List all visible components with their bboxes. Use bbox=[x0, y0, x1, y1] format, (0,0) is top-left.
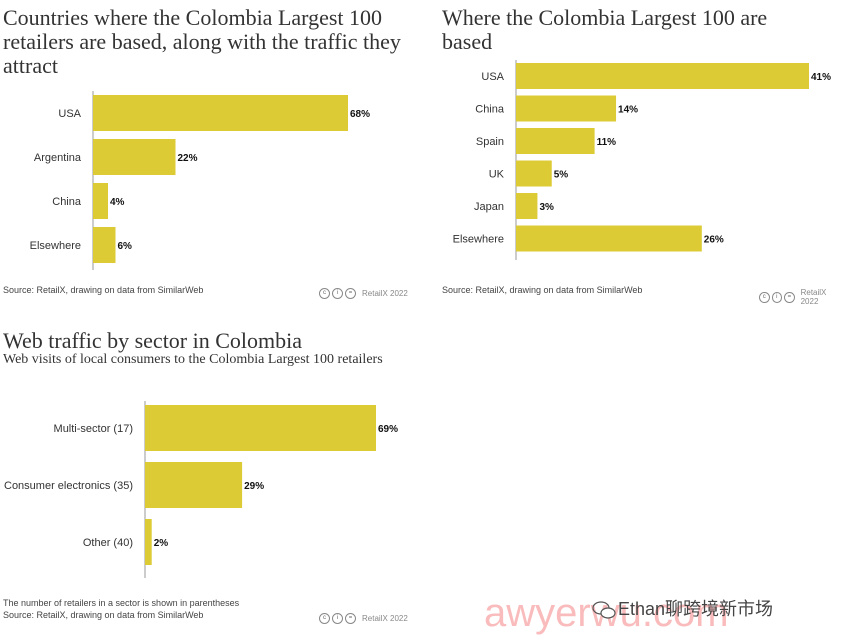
brand-label: RetailX 2022 bbox=[800, 288, 827, 306]
category-label: UK bbox=[489, 169, 505, 181]
bar-china bbox=[516, 95, 617, 122]
source-note: Source: RetailX, drawing on data from Si… bbox=[3, 285, 204, 295]
source-note: Source: RetailX, drawing on data from Si… bbox=[3, 610, 204, 620]
bar-usa bbox=[93, 95, 348, 131]
data-label: 6% bbox=[118, 241, 133, 252]
category-label: Japan bbox=[474, 201, 504, 213]
chart-title: Countries where the Colombia Largest 100… bbox=[3, 5, 401, 78]
source-note: Source: RetailX, drawing on data from Si… bbox=[442, 285, 643, 295]
brand-label: RetailX 2022 bbox=[362, 614, 408, 623]
data-label: 5% bbox=[554, 170, 569, 181]
bar-spain bbox=[516, 128, 595, 154]
license-badge: c i = RetailX 2022 bbox=[759, 288, 844, 306]
bar-chart-countries-traffic: USA 68% Argentina 22% China 4% Elsewhere 6% bbox=[30, 91, 370, 270]
chart-title: Where the Colombia Largest 100 are based bbox=[442, 5, 768, 54]
chart-title: Web traffic by sector in Colombia bbox=[3, 328, 303, 353]
category-label: USA bbox=[481, 71, 504, 83]
data-label: 41% bbox=[811, 72, 831, 83]
bar-chart-sector: Multi-sector (17) 69% Consumer electronics… bbox=[4, 401, 398, 578]
category-label: China bbox=[475, 104, 505, 116]
category-label: Argentina bbox=[34, 152, 82, 164]
data-label: 68% bbox=[350, 109, 370, 120]
data-label: 22% bbox=[178, 153, 198, 164]
category-label: Multi-sector (17) bbox=[54, 423, 133, 435]
data-label: 14% bbox=[618, 105, 638, 116]
category-label: Elsewhere bbox=[30, 240, 81, 252]
data-label: 69% bbox=[378, 424, 398, 435]
cc-icon: c bbox=[759, 291, 770, 303]
bar-usa bbox=[516, 63, 809, 89]
license-badge: c i = RetailX 2022 bbox=[319, 613, 408, 624]
category-label: Elsewhere bbox=[453, 234, 504, 246]
category-label: Other (40) bbox=[83, 537, 133, 549]
license-badge: c i = RetailX 2022 bbox=[319, 288, 408, 299]
by-icon: i bbox=[332, 613, 343, 624]
by-icon: i bbox=[332, 288, 343, 299]
cc-icon: c bbox=[319, 288, 330, 299]
watermark: awyerwu.com Ethan聊跨境新市场 bbox=[484, 591, 773, 635]
nd-icon: = bbox=[345, 288, 356, 299]
bar-consumer-electronics-35 bbox=[145, 462, 243, 508]
category-label: Consumer electronics (35) bbox=[4, 480, 133, 492]
bar-multi-sector-17 bbox=[145, 405, 376, 451]
category-label: Spain bbox=[476, 136, 504, 148]
bar-elsewhere bbox=[516, 225, 702, 252]
data-label: 11% bbox=[597, 137, 617, 148]
category-label: China bbox=[52, 196, 82, 208]
bar-uk bbox=[516, 160, 552, 187]
chart-panel-based: Where the Colombia Largest 100 are based… bbox=[420, 0, 844, 307]
watermark-label: Ethan聊跨境新市场 bbox=[618, 599, 773, 619]
nd-icon: = bbox=[345, 613, 356, 624]
data-label: 4% bbox=[110, 197, 125, 208]
bar-elsewhere bbox=[93, 227, 116, 263]
data-label: 2% bbox=[154, 538, 169, 549]
nd-icon: = bbox=[784, 291, 795, 303]
bar-china bbox=[93, 183, 108, 219]
chart-panel-countries-traffic: Countries where the Colombia Largest 100… bbox=[0, 0, 420, 305]
by-icon: i bbox=[771, 291, 783, 303]
chat-icon bbox=[592, 601, 616, 619]
brand-label: RetailX 2022 bbox=[362, 289, 408, 298]
bar-japan bbox=[516, 193, 538, 219]
data-label: 29% bbox=[244, 481, 264, 492]
chart-subtitle: Web visits of local consumers to the Col… bbox=[3, 352, 383, 367]
bar-argentina bbox=[93, 139, 176, 175]
bar-other-40 bbox=[145, 519, 152, 565]
data-label: 3% bbox=[539, 202, 554, 213]
category-label: USA bbox=[58, 108, 81, 120]
data-label: 26% bbox=[704, 235, 724, 246]
cc-icon: c bbox=[319, 613, 330, 624]
chart-note: The number of retailers in a sector is s… bbox=[3, 598, 240, 608]
chart-panel-sector: Web traffic by sector in Colombia Web vi… bbox=[0, 325, 420, 644]
bar-chart-based: USA 41% China 14% Spain 11% UK 5% Japan 3% Elsewhe… bbox=[453, 60, 831, 260]
